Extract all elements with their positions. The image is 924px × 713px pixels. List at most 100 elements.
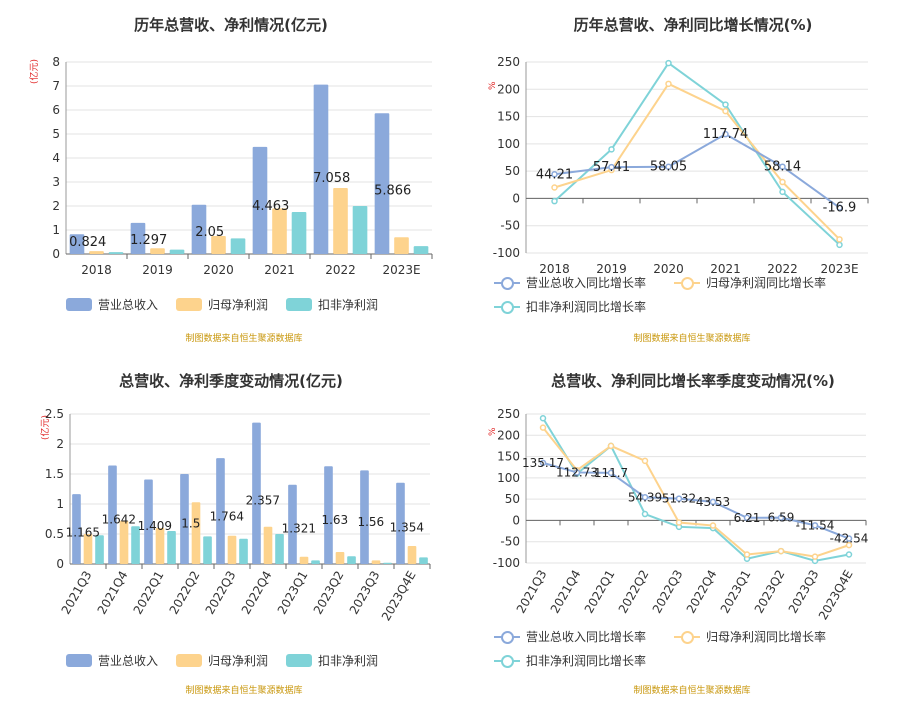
x-tick-label: 2020 bbox=[653, 262, 684, 276]
data-label: 54.39 bbox=[628, 490, 662, 504]
data-point bbox=[811, 522, 819, 529]
bar-deducted-profit bbox=[239, 538, 248, 564]
legend-swatch bbox=[66, 654, 92, 667]
quarterly-values-panel: 总营收、净利季度变动情况(亿元) (亿元) 0 0.5 1 1.5 2 2.5 2021Q3… bbox=[0, 356, 462, 713]
data-label: 4.463 bbox=[252, 199, 289, 214]
bar-revenue bbox=[360, 470, 369, 564]
data-label: 1.354 bbox=[390, 520, 424, 534]
y-tick-label: 0 bbox=[512, 513, 520, 527]
data-label: 57.41 bbox=[593, 160, 630, 175]
series-line-deducted-profit bbox=[542, 417, 850, 562]
bar-revenue bbox=[252, 422, 261, 564]
data-label: 43.53 bbox=[696, 495, 730, 509]
data-point bbox=[665, 163, 672, 170]
y-tick-label: 150 bbox=[497, 110, 520, 124]
y-tick-label: 2.5 bbox=[45, 407, 64, 421]
x-tick-label: 2021Q4 bbox=[95, 569, 131, 617]
data-label: 7.058 bbox=[313, 171, 350, 186]
annual-values-panel: 历年总营收、净利情况(亿元) (亿元) 0 1 2 3 4 5 6 7 8 2018 2019 202… bbox=[0, 0, 462, 356]
bar-deducted-profit bbox=[352, 206, 368, 254]
data-label: 6.21 bbox=[734, 511, 761, 525]
data-point bbox=[811, 553, 819, 560]
y-tick-label: 8 bbox=[52, 55, 60, 69]
data-label: 51.32 bbox=[662, 492, 696, 506]
legend-item-revenue-growth[interactable]: 营业总收入同比增长率 bbox=[494, 628, 646, 645]
data-point bbox=[607, 469, 615, 477]
data-label: 111.7 bbox=[594, 466, 628, 480]
y-tick-label: 2 bbox=[56, 437, 64, 451]
x-tick-label: 2023Q3 bbox=[786, 568, 822, 616]
bar-net-profit bbox=[333, 188, 348, 254]
legend-item-net-growth[interactable]: 归母净利润同比增长率 bbox=[674, 274, 826, 291]
legend-item-deducted-profit[interactable]: 扣非净利润 bbox=[286, 296, 378, 313]
y-tick-label: 0 bbox=[52, 247, 60, 261]
y-tick-label: 50 bbox=[505, 492, 520, 506]
data-point bbox=[722, 130, 729, 138]
data-point bbox=[845, 541, 853, 549]
data-point bbox=[539, 459, 547, 467]
legend-item-deducted-growth[interactable]: 扣非净利润同比增长率 bbox=[494, 298, 646, 315]
y-tick-label: 100 bbox=[497, 471, 520, 485]
data-label: -11.54 bbox=[796, 518, 835, 532]
data-point bbox=[845, 535, 853, 542]
legend-item-deducted-growth[interactable]: 扣非净利润同比增长率 bbox=[494, 652, 646, 669]
bar-revenue bbox=[180, 474, 189, 564]
legend-label: 扣非净利润 bbox=[318, 298, 379, 312]
chart-title: 历年总营收、净利同比增长情况(%) bbox=[573, 16, 813, 34]
legend-swatch bbox=[494, 654, 520, 668]
legend-label: 扣非净利润同比增长率 bbox=[526, 654, 647, 668]
data-label: 1.409 bbox=[138, 519, 172, 533]
bar-net-profit bbox=[407, 546, 417, 564]
legend-item-net-profit[interactable]: 归母净利润 bbox=[176, 296, 268, 313]
x-tick-label: 2022Q4 bbox=[239, 569, 275, 617]
legend: 营业总收入 归母净利润 扣非净利润 bbox=[0, 652, 462, 672]
bar-net-profit bbox=[211, 236, 226, 254]
legend-item-net-profit[interactable]: 归母净利润 bbox=[176, 652, 268, 669]
bar-deducted-profit bbox=[95, 535, 104, 564]
y-tick-label: 6 bbox=[52, 103, 60, 117]
legend-item-revenue[interactable]: 营业总收入 bbox=[66, 296, 158, 313]
bar-net-profit bbox=[335, 552, 345, 564]
data-label: 1.5 bbox=[181, 517, 200, 531]
series-line-net-profit bbox=[554, 82, 841, 241]
x-tick-label: 2023Q4E bbox=[379, 569, 419, 624]
x-tick-label: 2021Q4 bbox=[548, 568, 584, 616]
legend-label: 营业总收入 bbox=[98, 654, 159, 668]
x-tick-label: 2021 bbox=[264, 263, 295, 277]
x-tick-label: 2022Q3 bbox=[203, 569, 239, 617]
x-tick-label: 2023Q4E bbox=[816, 568, 856, 623]
y-tick-label: 7 bbox=[52, 79, 60, 93]
bar-revenue bbox=[324, 466, 333, 564]
legend-item-deducted-profit[interactable]: 扣非净利润 bbox=[286, 652, 378, 669]
data-label: 44.21 bbox=[536, 167, 573, 182]
x-tick-label: 2022 bbox=[325, 263, 356, 277]
data-point bbox=[551, 171, 558, 178]
bar-net-profit bbox=[191, 502, 201, 564]
data-point bbox=[722, 107, 729, 115]
legend-item-net-growth[interactable]: 归母净利润同比增长率 bbox=[674, 628, 826, 645]
legend-label: 扣非净利润 bbox=[318, 654, 379, 668]
data-point bbox=[743, 514, 751, 522]
y-tick-label: 250 bbox=[497, 55, 520, 69]
data-point bbox=[675, 495, 683, 502]
y-tick-label: 1 bbox=[52, 223, 60, 237]
y-tick-label: 1.5 bbox=[45, 467, 64, 481]
y-tick-label: -50 bbox=[500, 535, 520, 549]
quarterly-growth-panel: 总营收、净利同比增长率季度变动情况(%) % -100 -50 0 50 100 150 2… bbox=[462, 356, 924, 713]
bar-revenue bbox=[191, 204, 207, 254]
x-tick-label: 2022Q1 bbox=[131, 569, 167, 617]
data-point bbox=[675, 519, 683, 526]
x-tick-label: 2022Q3 bbox=[650, 568, 686, 616]
data-label: -16.9 bbox=[823, 201, 857, 216]
bar-net-profit bbox=[299, 556, 309, 564]
data-point bbox=[722, 101, 729, 108]
data-point bbox=[779, 178, 786, 186]
legend-swatch bbox=[286, 298, 312, 311]
legend-item-revenue-growth[interactable]: 营业总收入同比增长率 bbox=[494, 274, 646, 291]
legend-label: 扣非净利润同比增长率 bbox=[526, 300, 647, 314]
legend-label: 营业总收入同比增长率 bbox=[526, 276, 647, 290]
legend-item-revenue[interactable]: 营业总收入 bbox=[66, 652, 158, 669]
bar-net-profit bbox=[227, 535, 237, 564]
data-label: 1.764 bbox=[210, 509, 244, 523]
bar-net-profit bbox=[83, 534, 93, 564]
